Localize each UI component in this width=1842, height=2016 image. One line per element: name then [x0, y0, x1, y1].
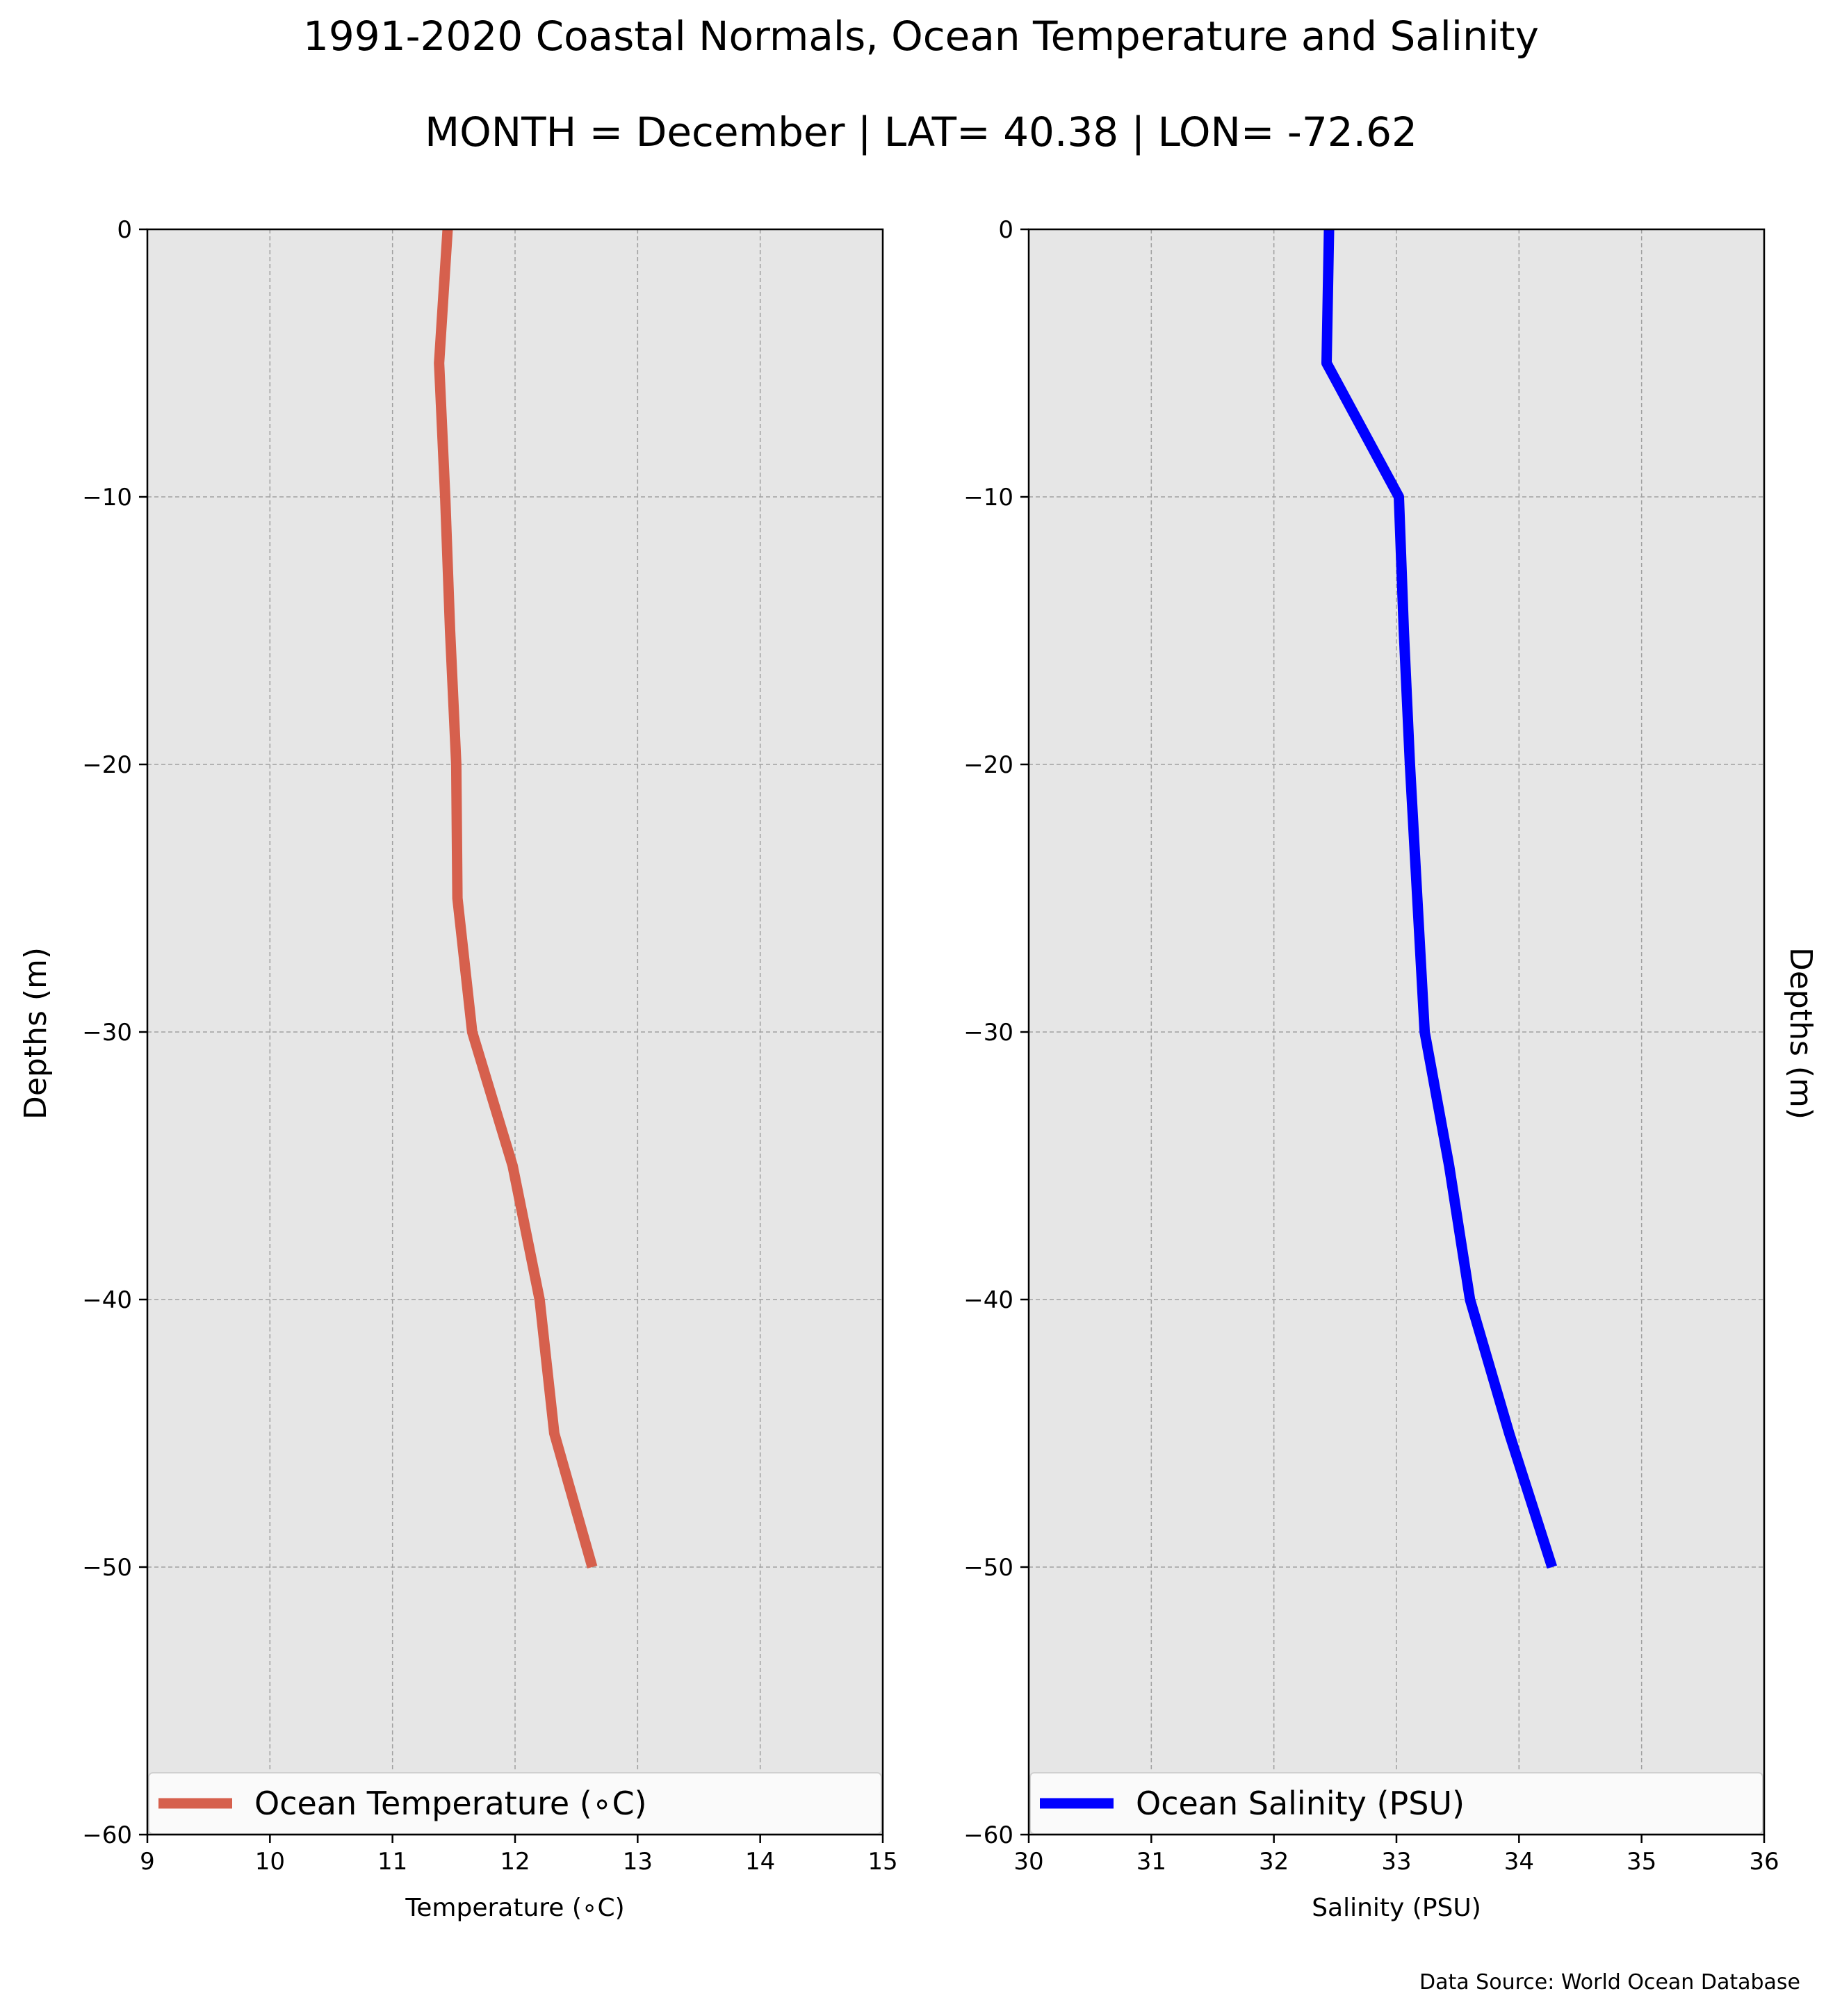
right-y-axis-label: Depths (m) [1783, 947, 1818, 1120]
salinity-panel: Ocean Salinity (PSU) 30 31 32 33 34 35 36 0 −10 −2… [963, 216, 1779, 1922]
y-tick-label: −40 [82, 1286, 132, 1314]
y-tick-label: 0 [998, 216, 1013, 244]
x-tick-label: 35 [1627, 1848, 1656, 1876]
x-tick-label: 9 [140, 1848, 155, 1876]
legend-label: Ocean Temperature (∘C) [254, 1785, 647, 1822]
legend-label: Ocean Salinity (PSU) [1136, 1785, 1465, 1822]
y-tick-label: −30 [82, 1019, 132, 1047]
temperature-panel: Ocean Temperature (∘C) 9 10 11 12 13 14 15 0 −10 −… [82, 216, 897, 1922]
y-tick-label: −40 [963, 1286, 1013, 1314]
x-tick-label: 31 [1136, 1848, 1166, 1876]
data-source-note: Data Source: World Ocean Database [1419, 1970, 1800, 1994]
x-tick-label: 33 [1381, 1848, 1411, 1876]
x-tick-label: 11 [377, 1848, 407, 1876]
x-tick-label: 12 [500, 1848, 530, 1876]
x-tick-label: 30 [1013, 1848, 1043, 1876]
x-tick-label: 32 [1259, 1848, 1289, 1876]
left-y-axis-label: Depths (m) [18, 947, 54, 1120]
x-tick-label: 34 [1504, 1848, 1534, 1876]
x-tick-label: 14 [745, 1848, 775, 1876]
y-tick-label: −60 [82, 1821, 132, 1849]
y-tick-label: −30 [963, 1019, 1013, 1047]
x-axis-label: Temperature (∘C) [405, 1894, 624, 1922]
y-tick-label: −10 [82, 484, 132, 511]
y-tick-label: −60 [963, 1821, 1013, 1849]
temperature-profile-line [434, 229, 598, 1569]
salinity-profile-line [1321, 229, 1558, 1569]
y-tick-label: 0 [117, 216, 132, 244]
y-tick-label: −50 [82, 1554, 132, 1582]
y-tick-label: −50 [963, 1554, 1013, 1582]
y-tick-label: −20 [963, 751, 1013, 779]
x-tick-label: 36 [1749, 1848, 1779, 1876]
figure-title: 1991-2020 Coastal Normals, Ocean Tempera… [303, 13, 1539, 60]
x-tick-label: 13 [623, 1848, 653, 1876]
y-tick-label: −20 [82, 751, 132, 779]
x-axis-label: Salinity (PSU) [1312, 1894, 1481, 1922]
y-tick-label: −10 [963, 484, 1013, 511]
figure-subtitle: MONTH = December | LAT= 40.38 | LON= -72… [425, 108, 1417, 156]
x-tick-label: 15 [867, 1848, 897, 1876]
x-tick-label: 10 [255, 1848, 285, 1876]
